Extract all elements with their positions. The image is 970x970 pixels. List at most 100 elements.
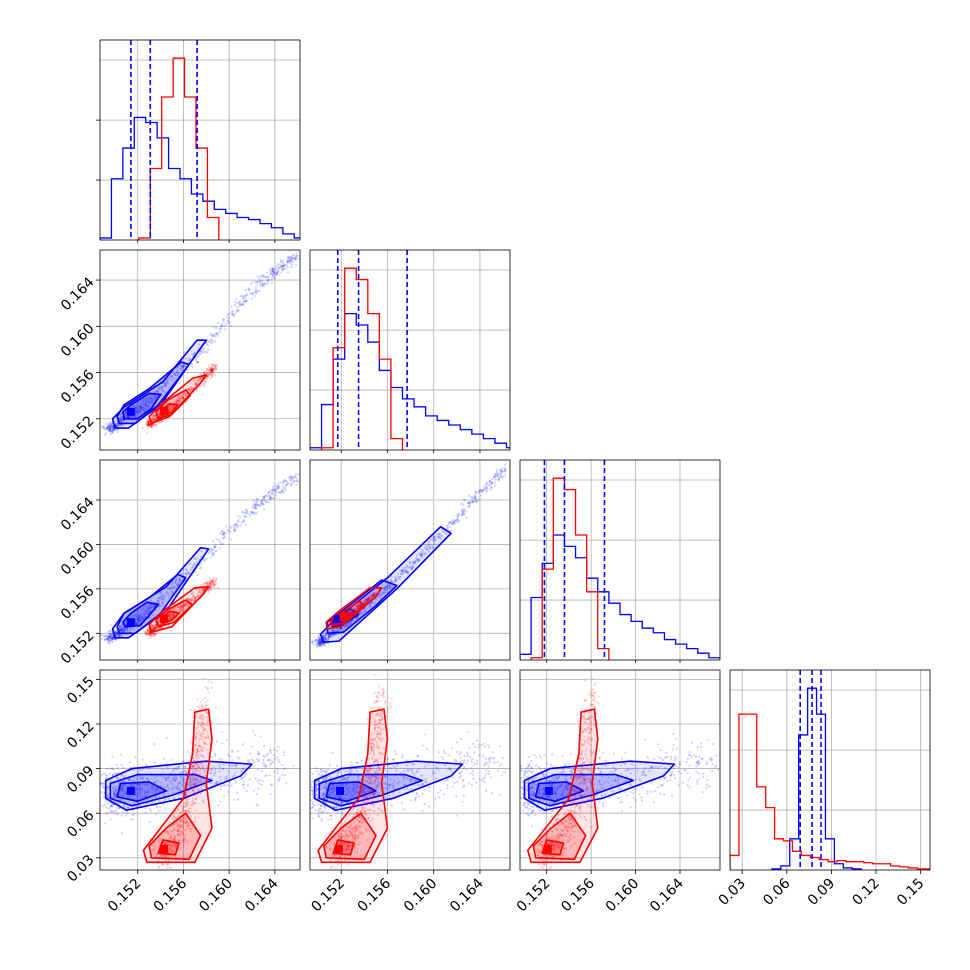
scatter-point <box>291 261 294 264</box>
scatter-point <box>149 610 152 613</box>
scatter-point <box>213 545 216 548</box>
scatter-point <box>211 367 214 371</box>
scatter-point <box>122 626 125 630</box>
scatter-point <box>159 414 162 418</box>
scatter-point <box>146 424 150 427</box>
scatter-point <box>289 259 293 262</box>
scatter-point <box>153 417 156 420</box>
scatter-point <box>147 629 150 632</box>
scatter-point <box>259 504 262 507</box>
scatter-point <box>202 370 205 373</box>
scatter-point <box>212 370 215 373</box>
scatter-point <box>262 273 265 277</box>
scatter-point <box>284 488 287 491</box>
scatter-point <box>460 502 463 505</box>
scatter-point <box>144 616 147 619</box>
scatter-point <box>257 750 260 753</box>
scatter-point <box>293 475 296 479</box>
scatter-point <box>172 613 175 616</box>
scatter-point <box>252 507 255 510</box>
scatter-point <box>449 529 452 532</box>
scatter-point <box>119 634 122 637</box>
scatter-point <box>105 431 108 435</box>
scatter-point <box>123 628 126 631</box>
scatter-point <box>147 423 150 426</box>
scatter-point <box>489 479 492 483</box>
scatter-point <box>286 259 290 262</box>
scatter-point <box>110 425 113 428</box>
scatter-point <box>134 622 137 626</box>
scatter-point <box>105 774 108 777</box>
scatter-point <box>258 778 261 782</box>
scatter-point <box>181 368 184 372</box>
scatter-point <box>123 629 126 632</box>
scatter-point <box>156 390 159 393</box>
scatter-point <box>223 535 227 538</box>
scatter-point <box>206 368 209 371</box>
scatter-point <box>274 489 278 493</box>
scatter-point <box>223 324 226 328</box>
scatter-point <box>115 429 118 432</box>
scatter-point <box>137 622 140 625</box>
scatter-point <box>120 423 123 427</box>
scatter-point <box>431 545 434 549</box>
scatter-point <box>224 327 227 331</box>
scatter-point <box>185 572 188 575</box>
scatter-point <box>197 378 200 381</box>
histogram-red <box>320 267 404 450</box>
scatter-point <box>102 635 105 638</box>
scatter-point <box>278 266 281 270</box>
scatter-point <box>107 635 110 638</box>
scatter-point <box>148 401 151 404</box>
scatter-point <box>120 832 124 835</box>
scatter-point <box>218 547 221 550</box>
scatter-point <box>167 615 171 618</box>
scatter-point <box>222 532 226 535</box>
scatter-point <box>210 368 213 371</box>
scatter-point <box>109 426 112 429</box>
scatter-point <box>200 590 203 593</box>
scatter-point <box>101 426 104 429</box>
scatter-point <box>291 477 294 480</box>
scatter-point <box>165 866 168 870</box>
scatter-point <box>238 516 242 519</box>
scatter-point <box>109 639 113 643</box>
scatter-point <box>193 557 196 561</box>
scatter-point <box>121 628 125 631</box>
scatter-point <box>135 622 139 625</box>
scatter-point <box>103 635 106 638</box>
scatter-point <box>190 362 193 366</box>
scatter-point <box>106 427 109 430</box>
scatter-point <box>151 632 154 636</box>
scatter-point <box>171 614 175 618</box>
scatter-point <box>178 610 182 613</box>
scatter-point <box>319 641 322 644</box>
scatter-point <box>175 583 179 586</box>
scatter-point <box>238 301 241 304</box>
scatter-point <box>175 370 178 374</box>
scatter-point <box>167 378 170 381</box>
scatter-point <box>148 610 151 613</box>
scatter-point <box>291 259 294 262</box>
scatter-point <box>226 313 229 317</box>
scatter-point <box>410 567 413 571</box>
scatter-point <box>262 758 265 762</box>
scatter-point <box>193 596 196 599</box>
scatter-point <box>169 617 172 620</box>
scatter-point <box>260 770 263 773</box>
scatter-point <box>119 753 123 756</box>
scatter-point <box>152 424 156 427</box>
scatter-point <box>153 626 156 629</box>
scatter-point <box>178 578 181 581</box>
scatter-point <box>111 431 114 434</box>
scatter-point <box>229 530 232 533</box>
scatter-point <box>163 382 166 386</box>
scatter-point <box>143 410 146 413</box>
scatter-point <box>269 498 272 501</box>
scatter-point <box>211 363 214 367</box>
scatter-point <box>196 705 199 708</box>
scatter-point <box>146 427 149 430</box>
scatter-point <box>254 505 258 508</box>
scatter-point <box>146 424 149 427</box>
scatter-point <box>458 519 461 522</box>
